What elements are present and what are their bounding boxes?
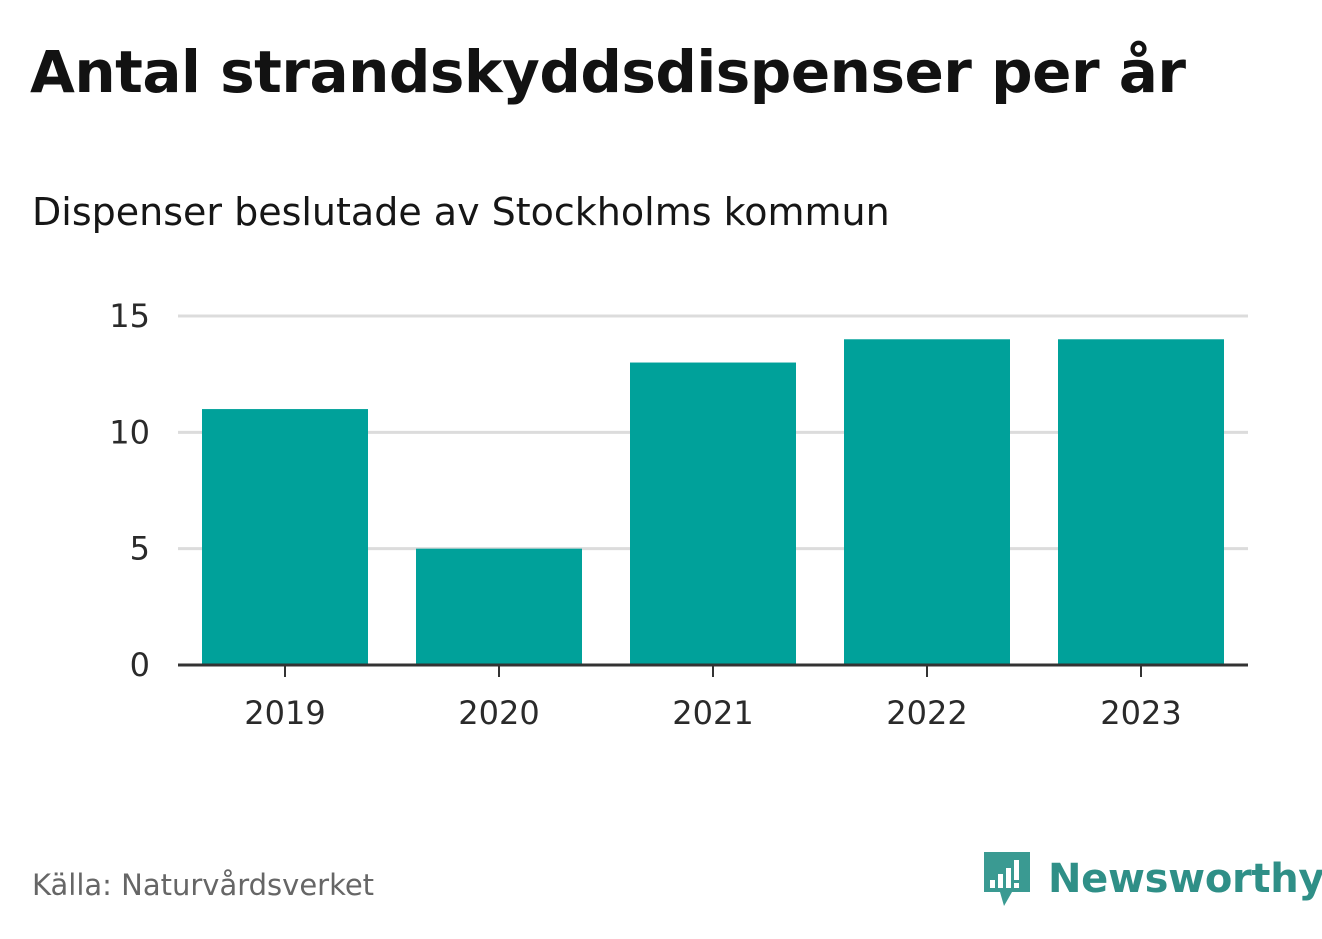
x-tick-label: 2020	[458, 694, 539, 732]
brand-logo: Newsworthy	[980, 848, 1322, 910]
y-tick-label: 15	[109, 297, 150, 335]
bar-chart: 0 5 10 15 2019 2020 2021 2022 2023	[109, 297, 1248, 732]
x-tick-label: 2022	[886, 694, 967, 732]
chart-title: Antal strandskyddsdispenser per år	[30, 38, 1186, 106]
bar-2019	[202, 409, 368, 665]
bar-2020	[416, 548, 582, 665]
y-tick-label: 5	[130, 530, 150, 568]
newsworthy-logo-icon	[984, 852, 1030, 906]
brand-name: Newsworthy	[1048, 856, 1322, 902]
bar-2023	[1058, 339, 1224, 665]
chart-subtitle: Dispenser beslutade av Stockholms kommun	[32, 190, 890, 234]
source-note: Källa: Naturvårdsverket	[32, 868, 375, 902]
x-tick-label: 2023	[1100, 694, 1181, 732]
x-tick-label: 2019	[244, 694, 325, 732]
y-tick-label: 0	[130, 646, 150, 684]
bar-2021	[630, 362, 796, 665]
y-tick-label: 10	[109, 413, 150, 451]
x-tick-label: 2021	[672, 694, 753, 732]
bar-2022	[844, 339, 1010, 665]
